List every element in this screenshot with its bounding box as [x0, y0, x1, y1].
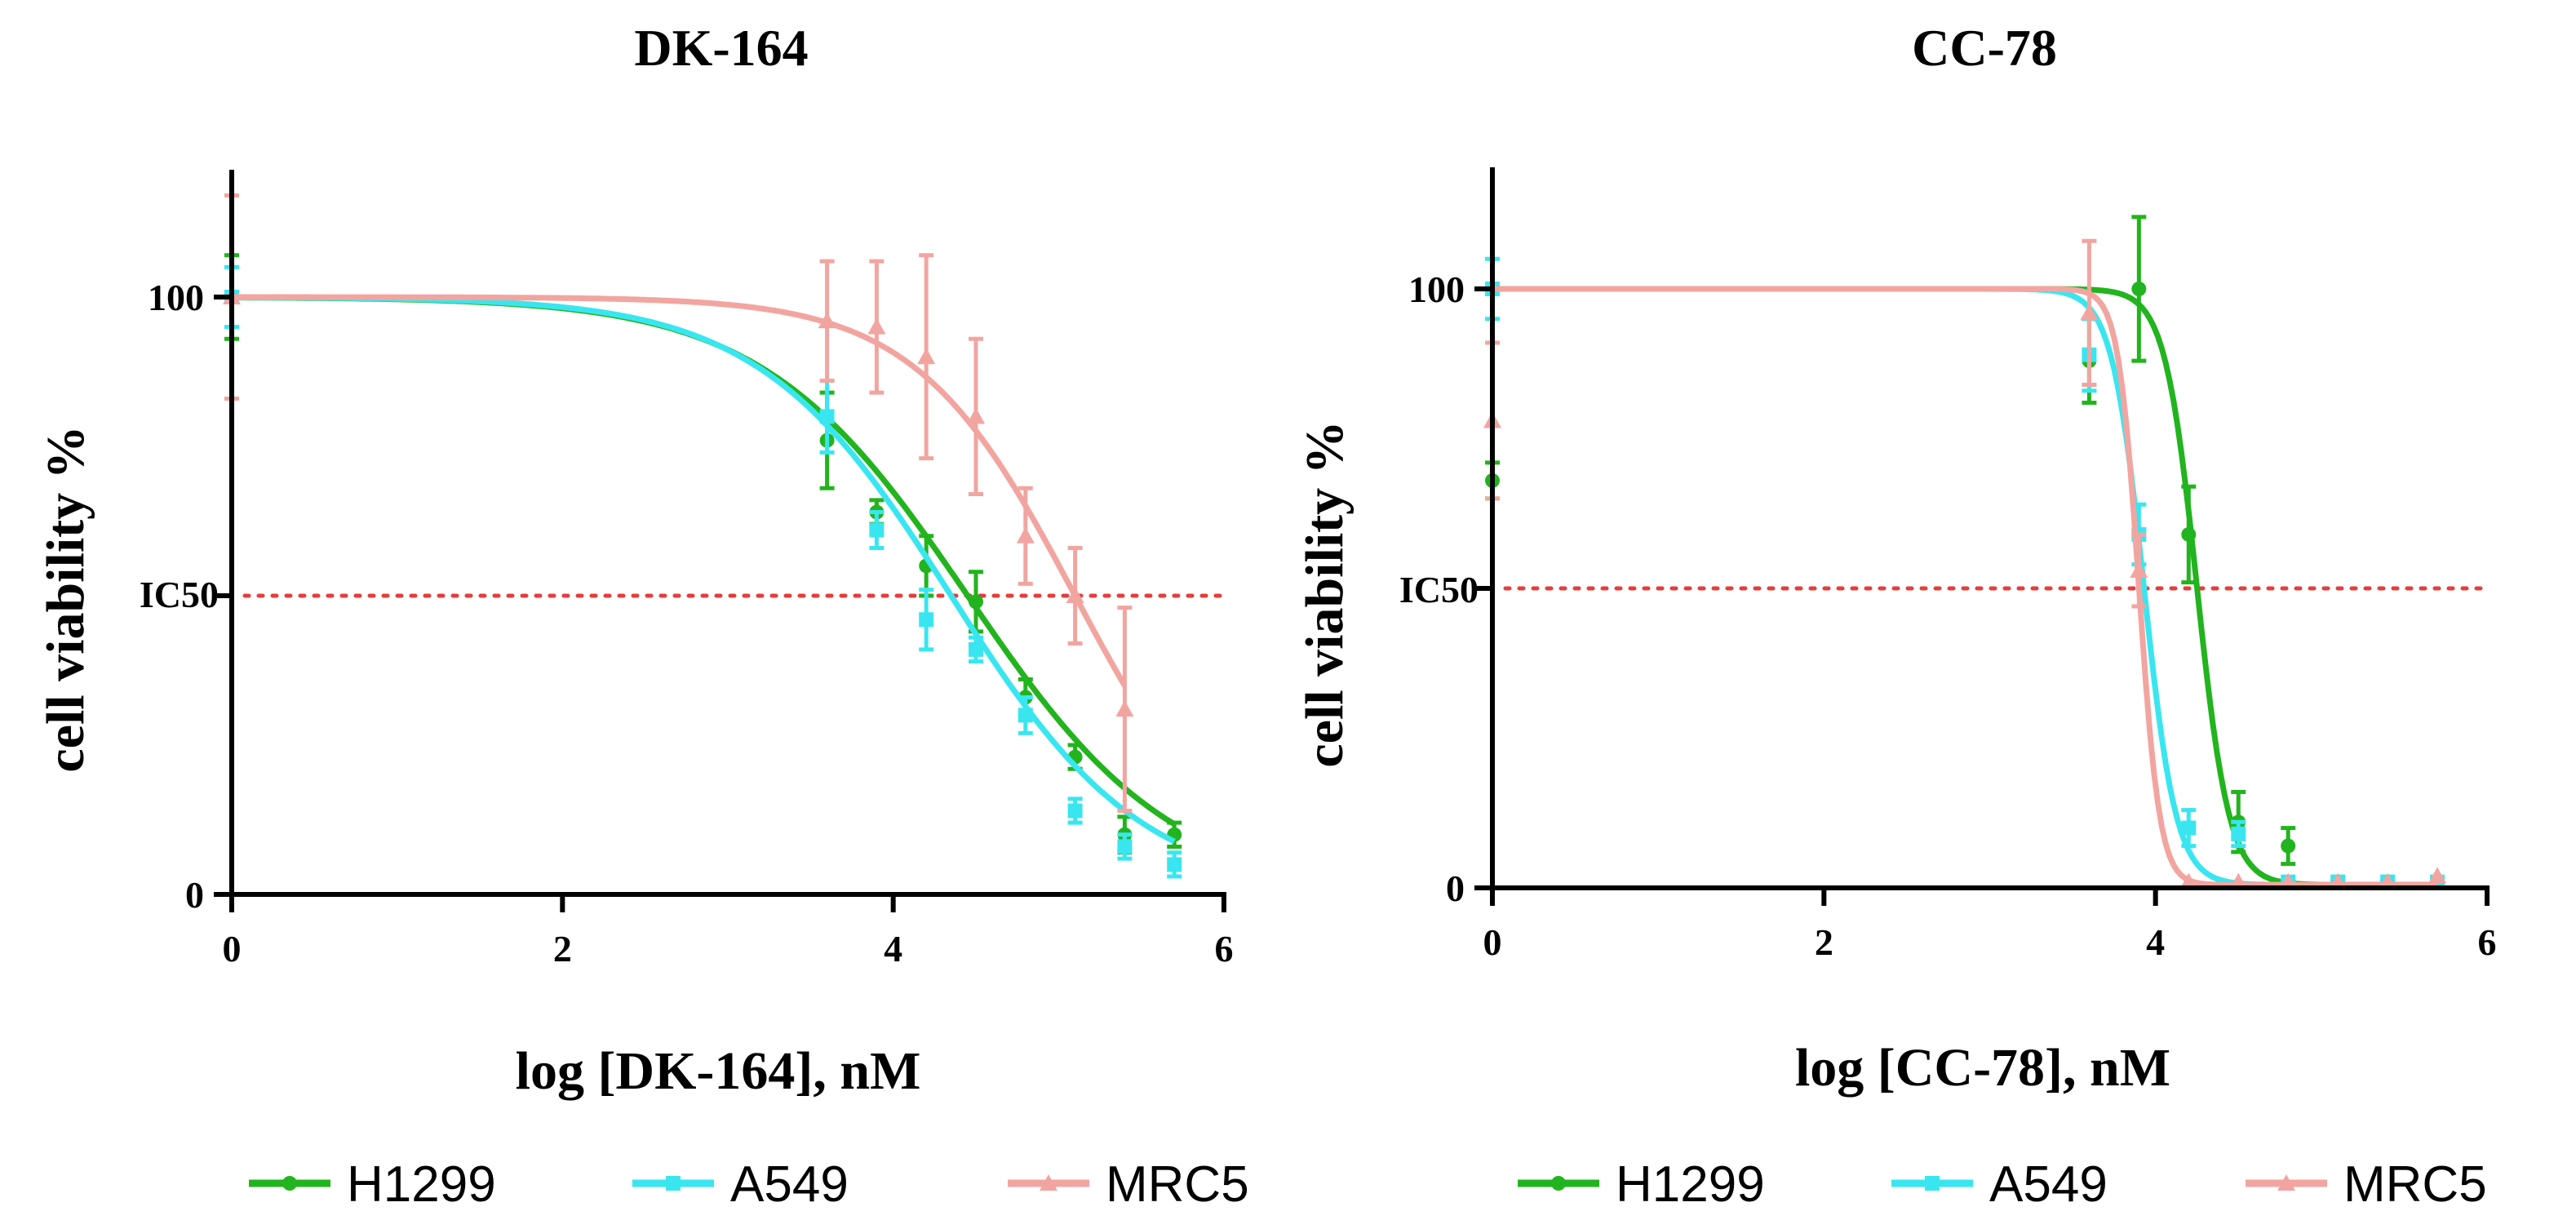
- fit-curve-a549: [232, 294, 1176, 845]
- data-point-a549: [1167, 857, 1182, 872]
- x-tick-label: 4: [884, 928, 902, 969]
- data-point-mrc5: [2379, 872, 2397, 890]
- x-axis-label: log [DK-164], nM: [516, 1041, 921, 1101]
- legend-label-h1299: H1299: [347, 1156, 496, 1213]
- ic50-label: IC50: [1399, 569, 1479, 610]
- data-point-mrc5: [818, 312, 836, 329]
- data-point-a549: [1067, 803, 1083, 819]
- data-point-mrc5: [1016, 526, 1035, 544]
- x-tick-label: 6: [1215, 928, 1234, 969]
- data-point-h1299: [2131, 282, 2147, 296]
- chart-cc78: CC-78 log [CC-78], nM cell viability % I…: [1295, 19, 2497, 1098]
- data-point-mrc5: [2229, 872, 2248, 890]
- y-tick-label: 0: [185, 874, 204, 916]
- data-point-mrc5: [2428, 867, 2447, 884]
- y-tick-label: 100: [1408, 268, 1465, 310]
- data-point-a549: [869, 522, 885, 538]
- data-point-a549: [1117, 839, 1133, 854]
- legend-item-mrc5: MRC5: [2246, 1156, 2487, 1213]
- legend-item-a549: A549: [1891, 1156, 2108, 1213]
- legend-label-a549: A549: [730, 1156, 849, 1213]
- data-point-mrc5: [2130, 561, 2148, 578]
- chart-title: CC-78: [1912, 19, 2057, 77]
- plot-area: 0 2 4 6 0 100: [1408, 167, 2497, 963]
- data-point-a549: [969, 641, 983, 657]
- data-point-a549: [2181, 820, 2197, 836]
- x-tick-label: 2: [553, 928, 572, 969]
- data-point-h1299: [2181, 526, 2197, 542]
- y-axis-label: cell viability %: [36, 425, 95, 772]
- x-tick-label: 4: [2146, 921, 2165, 963]
- legend-marker-h1299: [1551, 1176, 1566, 1191]
- legend-label-h1299: H1299: [1616, 1156, 1765, 1213]
- data-point-mrc5: [1066, 587, 1084, 603]
- data-point-a549: [919, 612, 934, 628]
- legend-item-a549: A549: [632, 1156, 849, 1213]
- y-tick-label: 100: [148, 277, 204, 318]
- x-tick-label: 0: [223, 928, 242, 969]
- x-tick-label: 0: [1483, 921, 1502, 963]
- fit-curve-mrc5: [1492, 286, 2438, 888]
- y-axis-label: cell viability %: [1295, 420, 1355, 767]
- data-point-h1299: [2281, 838, 2296, 854]
- legend-dk164: H1299 A549 MRC5: [249, 1156, 1249, 1213]
- legend-item-mrc5: MRC5: [1008, 1156, 1249, 1213]
- data-point-mrc5: [967, 407, 985, 424]
- data-point-a549: [2231, 826, 2246, 841]
- data-point-a549: [1018, 708, 1033, 723]
- legend-label-mrc5: MRC5: [1106, 1156, 1249, 1213]
- y-tick-label: 0: [1446, 867, 1465, 909]
- x-axis-label: log [CC-78], nM: [1795, 1038, 2170, 1098]
- data-point-mrc5: [2279, 872, 2298, 890]
- legend-cc78: H1299 A549 MRC5: [1518, 1156, 2487, 1213]
- x-tick-label: 2: [1815, 921, 1833, 963]
- legend-item-h1299: H1299: [249, 1156, 496, 1213]
- chart-title: DK-164: [634, 19, 808, 77]
- legend-marker-h1299: [282, 1176, 297, 1191]
- legend-marker-mrc5: [2277, 1174, 2295, 1191]
- data-point-mrc5: [917, 348, 936, 365]
- legend-marker-a549: [1925, 1176, 1940, 1191]
- data-point-a549: [819, 409, 835, 424]
- legend-marker-a549: [666, 1176, 681, 1191]
- legend-item-h1299: H1299: [1518, 1156, 1765, 1213]
- data-point-mrc5: [867, 317, 886, 335]
- ic50-label: IC50: [140, 574, 219, 615]
- fit-curve-h1299: [232, 295, 1177, 827]
- legend-label-a549: A549: [1989, 1156, 2108, 1213]
- legend-marker-mrc5: [1040, 1174, 1057, 1191]
- data-point-mrc5: [1115, 700, 1134, 717]
- x-tick-label: 6: [2478, 921, 2497, 963]
- data-point-mrc5: [2179, 872, 2198, 890]
- chart-dk164: DK-164 log [DK-164], nM cell viability %…: [36, 19, 1234, 1101]
- plot-area: 0 2 4 6 0 100: [148, 170, 1234, 969]
- legend-label-mrc5: MRC5: [2343, 1156, 2487, 1213]
- data-point-mrc5: [2080, 304, 2099, 321]
- data-point-h1299: [969, 594, 983, 610]
- data-point-mrc5: [2329, 872, 2348, 890]
